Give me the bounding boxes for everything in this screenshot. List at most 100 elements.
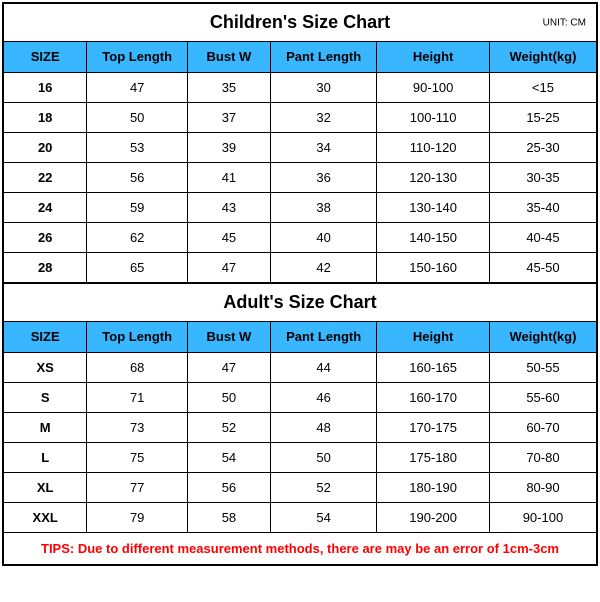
table-cell: 77 <box>87 472 188 502</box>
table-cell: 47 <box>188 352 271 382</box>
table-cell: 73 <box>87 412 188 442</box>
table-cell: 42 <box>270 252 377 282</box>
table-row: 22564136120-13030-35 <box>4 162 596 192</box>
table-cell: 175-180 <box>377 442 489 472</box>
table-cell: 59 <box>87 192 188 222</box>
table-cell: 44 <box>270 352 377 382</box>
table-row: 1647353090-100<15 <box>4 72 596 102</box>
column-header: Height <box>377 322 489 352</box>
table-cell: 90-100 <box>489 502 596 532</box>
table-cell: 40-45 <box>489 222 596 252</box>
table-cell: XS <box>4 352 87 382</box>
table-cell: 53 <box>87 132 188 162</box>
table-cell: 56 <box>188 472 271 502</box>
table-cell: 50 <box>270 442 377 472</box>
table-cell: 15-25 <box>489 102 596 132</box>
table-cell: 90-100 <box>377 72 489 102</box>
table-cell: 24 <box>4 192 87 222</box>
table-cell: 20 <box>4 132 87 162</box>
table-cell: 30 <box>270 72 377 102</box>
table-cell: 18 <box>4 102 87 132</box>
table-cell: 55-60 <box>489 382 596 412</box>
table-cell: 48 <box>270 412 377 442</box>
table-cell: 130-140 <box>377 192 489 222</box>
table-cell: 30-35 <box>489 162 596 192</box>
table-cell: 36 <box>270 162 377 192</box>
table-row: XS684744160-16550-55 <box>4 352 596 382</box>
table-cell: 56 <box>87 162 188 192</box>
table-cell: 54 <box>270 502 377 532</box>
table-cell: 50-55 <box>489 352 596 382</box>
table-cell: 41 <box>188 162 271 192</box>
table-cell: 190-200 <box>377 502 489 532</box>
column-header: Height <box>377 42 489 72</box>
adult-size-table: SIZETop LengthBust WPant LengthHeightWei… <box>4 322 596 532</box>
table-cell: 170-175 <box>377 412 489 442</box>
table-cell: 47 <box>87 72 188 102</box>
table-cell: 43 <box>188 192 271 222</box>
column-header: Weight(kg) <box>489 42 596 72</box>
table-cell: XXL <box>4 502 87 532</box>
table-cell: 26 <box>4 222 87 252</box>
table-cell: 70-80 <box>489 442 596 472</box>
table-cell: 80-90 <box>489 472 596 502</box>
table-cell: 120-130 <box>377 162 489 192</box>
table-cell: 34 <box>270 132 377 162</box>
column-header: SIZE <box>4 42 87 72</box>
table-cell: 16 <box>4 72 87 102</box>
table-cell: 35 <box>188 72 271 102</box>
table-cell: 25-30 <box>489 132 596 162</box>
table-cell: 160-165 <box>377 352 489 382</box>
table-cell: 28 <box>4 252 87 282</box>
children-size-table: SIZETop LengthBust WPant LengthHeightWei… <box>4 42 596 282</box>
table-cell: 40 <box>270 222 377 252</box>
column-header: Bust W <box>188 322 271 352</box>
table-cell: <15 <box>489 72 596 102</box>
table-cell: S <box>4 382 87 412</box>
table-cell: 50 <box>87 102 188 132</box>
table-cell: 71 <box>87 382 188 412</box>
table-cell: 62 <box>87 222 188 252</box>
column-header: Pant Length <box>270 322 377 352</box>
column-header: Top Length <box>87 322 188 352</box>
table-cell: 79 <box>87 502 188 532</box>
table-cell: 65 <box>87 252 188 282</box>
table-cell: 100-110 <box>377 102 489 132</box>
table-row: XXL795854190-20090-100 <box>4 502 596 532</box>
table-cell: L <box>4 442 87 472</box>
children-title-row: Children's Size Chart UNIT: CM <box>4 4 596 42</box>
table-cell: 32 <box>270 102 377 132</box>
table-row: 28654742150-16045-50 <box>4 252 596 282</box>
column-header: Pant Length <box>270 42 377 72</box>
table-cell: 140-150 <box>377 222 489 252</box>
column-header: Weight(kg) <box>489 322 596 352</box>
table-cell: 75 <box>87 442 188 472</box>
column-header: SIZE <box>4 322 87 352</box>
table-row: 24594338130-14035-40 <box>4 192 596 222</box>
table-row: L755450175-18070-80 <box>4 442 596 472</box>
size-chart-container: Children's Size Chart UNIT: CM SIZETop L… <box>2 2 598 566</box>
table-cell: 37 <box>188 102 271 132</box>
table-cell: 52 <box>188 412 271 442</box>
table-cell: 52 <box>270 472 377 502</box>
table-cell: 35-40 <box>489 192 596 222</box>
table-cell: 39 <box>188 132 271 162</box>
table-cell: 22 <box>4 162 87 192</box>
column-header: Top Length <box>87 42 188 72</box>
table-cell: 150-160 <box>377 252 489 282</box>
table-cell: 68 <box>87 352 188 382</box>
table-row: S715046160-17055-60 <box>4 382 596 412</box>
table-row: 20533934110-12025-30 <box>4 132 596 162</box>
table-cell: 58 <box>188 502 271 532</box>
table-cell: 45 <box>188 222 271 252</box>
table-row: 18503732100-11015-25 <box>4 102 596 132</box>
tips-note: TIPS: Due to different measurement metho… <box>4 532 596 564</box>
table-cell: 160-170 <box>377 382 489 412</box>
unit-label: UNIT: CM <box>543 17 586 28</box>
table-cell: M <box>4 412 87 442</box>
table-cell: 47 <box>188 252 271 282</box>
adult-title: Adult's Size Chart <box>223 292 376 312</box>
table-cell: 60-70 <box>489 412 596 442</box>
table-cell: 46 <box>270 382 377 412</box>
table-row: M735248170-17560-70 <box>4 412 596 442</box>
